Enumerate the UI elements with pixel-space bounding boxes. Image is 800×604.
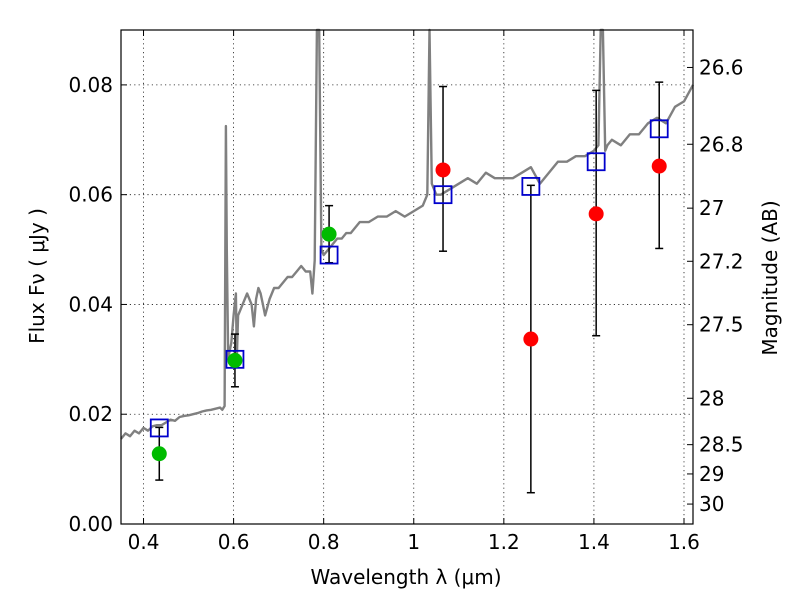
spectrum-series <box>120 28 695 440</box>
model-square <box>521 177 541 196</box>
model-markers <box>149 119 669 438</box>
mag-tick-label: 26.6 <box>699 55 744 79</box>
measurement-point <box>651 158 667 174</box>
y2-axis-label: Magnitude (AB) <box>758 200 782 355</box>
x-tick-label: 1.2 <box>488 530 520 554</box>
x-tick-label: 1 <box>407 530 420 554</box>
y-tick-label: 0.08 <box>68 73 113 97</box>
x-tick-label: 0.8 <box>308 530 340 554</box>
mag-tick-label: 28.5 <box>699 433 744 457</box>
x-tick-label: 1.4 <box>578 530 610 554</box>
x-tick-label: 0.4 <box>128 530 160 554</box>
model-square <box>433 185 453 205</box>
y-axis-label: Flux Fν ( μJy ) <box>25 208 49 344</box>
model-square <box>586 152 606 172</box>
mag-tick-label: 27.2 <box>699 249 744 273</box>
model-square <box>149 418 169 438</box>
x-axis-label: Wavelength λ (μm) <box>310 565 501 589</box>
spectrum-line <box>120 28 695 440</box>
y-tick-label: 0.02 <box>68 402 113 426</box>
mag-tick-label: 27.5 <box>699 313 744 337</box>
mag-tick-label: 26.8 <box>699 132 744 156</box>
detection-point <box>151 446 167 462</box>
data-points <box>151 158 667 462</box>
mag-tick-label: 30 <box>699 492 724 516</box>
x-tick-label: 0.6 <box>218 530 250 554</box>
y-tick-label: 0.06 <box>68 183 113 207</box>
model-square <box>649 119 669 139</box>
mag-tick-label: 28 <box>699 386 724 410</box>
x-tick-label: 1.6 <box>668 530 700 554</box>
axis-ticks: 0.4 0.6 0.8 1 1.2 1.4 1.6 0.00 0.02 0.04 0.06 0.08 2… <box>68 30 744 554</box>
error-bars <box>155 81 664 494</box>
measurement-point <box>523 331 539 347</box>
plot-frame <box>120 29 694 525</box>
y-tick-label: 0.04 <box>68 292 113 316</box>
mag-tick-label: 27 <box>699 196 724 220</box>
detection-point <box>321 226 337 242</box>
mag-tick-label: 29 <box>699 462 724 486</box>
measurement-point <box>588 206 604 222</box>
model-square <box>319 245 339 265</box>
grid-lines <box>121 30 693 525</box>
detection-point <box>227 352 243 368</box>
plot-border <box>120 29 694 525</box>
y-tick-label: 0.00 <box>68 512 113 536</box>
measurement-point <box>435 162 451 178</box>
